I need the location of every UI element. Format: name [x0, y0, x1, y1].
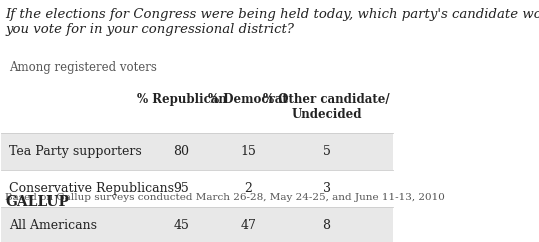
Text: 15: 15 [240, 145, 256, 158]
Bar [2, 207, 393, 242]
Text: 95: 95 [174, 182, 190, 195]
Text: Tea Party supporters: Tea Party supporters [9, 145, 142, 158]
Text: % Republican: % Republican [137, 93, 226, 106]
Text: 3: 3 [322, 182, 330, 195]
Text: % Democrat: % Democrat [209, 93, 288, 106]
Text: GALLUP: GALLUP [5, 195, 70, 209]
Bar [2, 133, 393, 170]
Bar [2, 170, 393, 207]
Text: % Other candidate/
Undecided: % Other candidate/ Undecided [263, 93, 390, 121]
Text: 8: 8 [322, 219, 330, 232]
Text: 2: 2 [244, 182, 252, 195]
Text: 47: 47 [240, 219, 256, 232]
Text: Conservative Republicans: Conservative Republicans [9, 182, 174, 195]
Text: All Americans: All Americans [9, 219, 97, 232]
Text: If the elections for Congress were being held today, which party's candidate wou: If the elections for Congress were being… [5, 8, 539, 36]
Text: 5: 5 [323, 145, 330, 158]
Text: 45: 45 [174, 219, 190, 232]
Text: Among registered voters: Among registered voters [9, 61, 157, 74]
Text: 80: 80 [174, 145, 190, 158]
Text: Based on Gallup surveys conducted March 26-28, May 24-25, and June 11-13, 2010: Based on Gallup surveys conducted March … [5, 193, 445, 202]
